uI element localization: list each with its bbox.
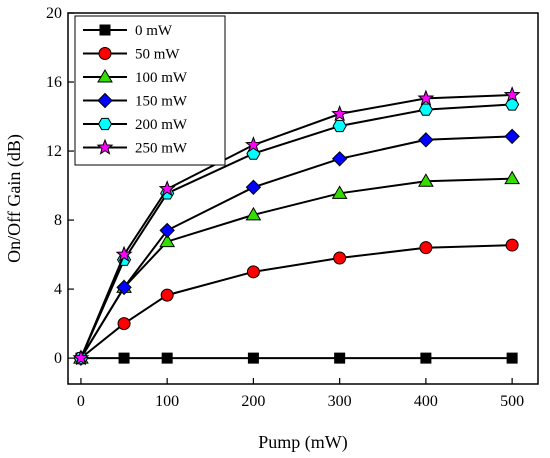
- legend-label: 50 mW: [135, 47, 180, 63]
- y-tick-label: 12: [46, 143, 62, 160]
- data-point-0-mw: [420, 352, 432, 364]
- legend-marker: [97, 69, 113, 83]
- data-point-250-mw: [417, 89, 435, 106]
- data-point-50-mw: [117, 317, 131, 331]
- legend-item-250-mw: 250 mW: [83, 138, 188, 157]
- data-point-100-mw: [504, 170, 520, 185]
- legend-label: 250 mW: [135, 141, 188, 157]
- data-point-100-mw: [418, 173, 434, 187]
- data-point-0-mw: [161, 352, 173, 364]
- legend: 0 mW 50 mW 100 mW 150 mW 200 mW 250 mW: [74, 15, 226, 166]
- data-point-250-mw: [244, 136, 262, 153]
- data-point-250-mw: [331, 105, 349, 122]
- data-point-100-mw: [245, 206, 262, 221]
- legend-label: 150 mW: [135, 94, 188, 110]
- data-point-200-mw: [418, 103, 433, 116]
- data-point-250-mw: [72, 349, 90, 366]
- data-point-50-mw: [333, 251, 347, 265]
- data-point-50-mw: [505, 238, 519, 252]
- series-0-mw: [75, 352, 518, 364]
- series-250-mw: [72, 86, 521, 366]
- data-point-150-mw: [418, 132, 434, 148]
- y-tick-label: 8: [54, 212, 62, 229]
- data-point-200-mw: [332, 119, 347, 133]
- data-point-150-mw: [159, 222, 175, 239]
- legend-item-100-mw: 100 mW: [83, 69, 188, 86]
- legend-item-150-mw: 150 mW: [83, 92, 188, 110]
- y-axis-title: On/Off Gain (dB): [4, 134, 25, 263]
- legend-marker: [96, 138, 114, 155]
- data-point-0-mw: [247, 352, 259, 364]
- series-line-50-mw: [80, 244, 513, 359]
- x-tick-label: 400: [414, 393, 438, 410]
- data-point-50-mw: [246, 265, 260, 279]
- series-100-mw: [73, 170, 520, 364]
- data-point-100-mw: [331, 185, 348, 199]
- data-point-250-mw: [503, 86, 521, 103]
- series-line-100-mw: [80, 177, 513, 359]
- x-tick-label: 500: [500, 393, 524, 410]
- series-150-mw: [73, 128, 520, 366]
- axis-ticks: 0 100 200 300 400 500 0 4 8 12 16 20: [46, 5, 524, 410]
- x-tick-label: 0: [77, 393, 85, 410]
- series-50-mw: [74, 238, 519, 365]
- data-point-50-mw: [160, 288, 174, 302]
- data-point-150-mw: [116, 279, 132, 296]
- legend-label: 100 mW: [135, 70, 188, 86]
- data-point-0-mw: [118, 352, 130, 364]
- data-point-250-mw: [158, 180, 176, 197]
- data-point-100-mw: [159, 233, 176, 248]
- x-tick-label: 100: [155, 393, 179, 410]
- x-axis-title: Pump (mW): [258, 432, 348, 453]
- legend-label: 200 mW: [135, 117, 188, 133]
- data-point-150-mw: [331, 151, 348, 167]
- data-point-50-mw: [419, 241, 433, 255]
- data-point-150-mw: [245, 179, 262, 195]
- plot-area-frame: [67, 12, 539, 385]
- y-tick-label: 4: [54, 281, 62, 298]
- data-point-0-mw: [334, 352, 346, 364]
- data-point-150-mw: [504, 128, 520, 145]
- legend-marker: [98, 47, 112, 60]
- series-layer: [72, 86, 521, 366]
- data-point-0-mw: [506, 352, 518, 364]
- y-tick-label: 0: [54, 350, 62, 367]
- legend-box: [74, 15, 226, 166]
- legend-marker: [99, 24, 111, 36]
- data-point-250-mw: [115, 245, 133, 262]
- legend-marker: [97, 92, 113, 109]
- legend-label: 0 mW: [135, 23, 173, 39]
- legend-item-50-mw: 50 mW: [83, 47, 180, 63]
- legend-marker: [97, 117, 113, 131]
- x-tick-label: 200: [241, 393, 265, 410]
- legend-item-200-mw: 200 mW: [83, 117, 188, 133]
- y-tick-label: 20: [46, 5, 62, 22]
- legend-item-0-mw: 0 mW: [83, 23, 173, 39]
- y-tick-label: 16: [46, 74, 62, 91]
- x-tick-label: 300: [328, 393, 352, 410]
